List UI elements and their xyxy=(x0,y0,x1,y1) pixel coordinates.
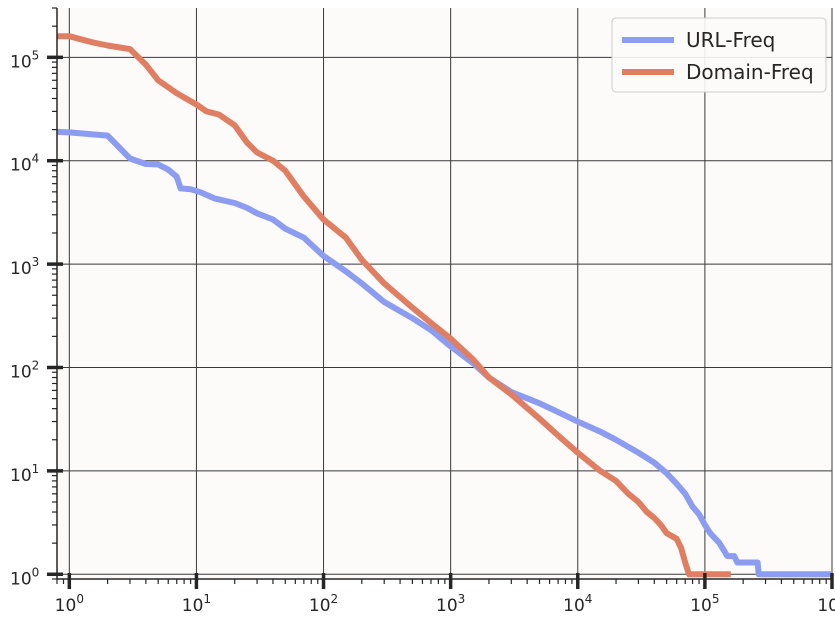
x-tick-label: 101 xyxy=(182,592,211,616)
series-layer xyxy=(56,33,832,578)
legend: URL-Freq Domain-Freq xyxy=(611,17,827,93)
x-tick-label: 104 xyxy=(563,592,592,616)
x-tick-label: 105 xyxy=(690,592,719,616)
y-tick-label: 101 xyxy=(10,462,39,486)
plot-background xyxy=(57,8,832,579)
x-tick-label: 106 xyxy=(817,592,835,616)
series-line-domain-freq xyxy=(57,33,731,578)
legend-label-domain-freq: Domain-Freq xyxy=(686,60,814,84)
y-tick-label: 105 xyxy=(10,48,39,72)
y-tick-label: 102 xyxy=(10,358,39,382)
x-tick-label: 103 xyxy=(436,592,465,616)
axes: 100 101 102 103 104 105 106 100 101 102 103 104 105 xyxy=(10,7,835,616)
y-tick-label: 100 xyxy=(10,565,39,589)
grid-lines xyxy=(57,8,833,579)
legend-label-url-freq: URL-Freq xyxy=(686,28,775,52)
series-line-url-freq xyxy=(56,128,832,578)
y-tick-label: 103 xyxy=(10,255,39,279)
x-tick-label: 102 xyxy=(309,592,338,616)
x-tick-label: 100 xyxy=(55,592,84,616)
y-tick-label: 104 xyxy=(10,152,39,176)
